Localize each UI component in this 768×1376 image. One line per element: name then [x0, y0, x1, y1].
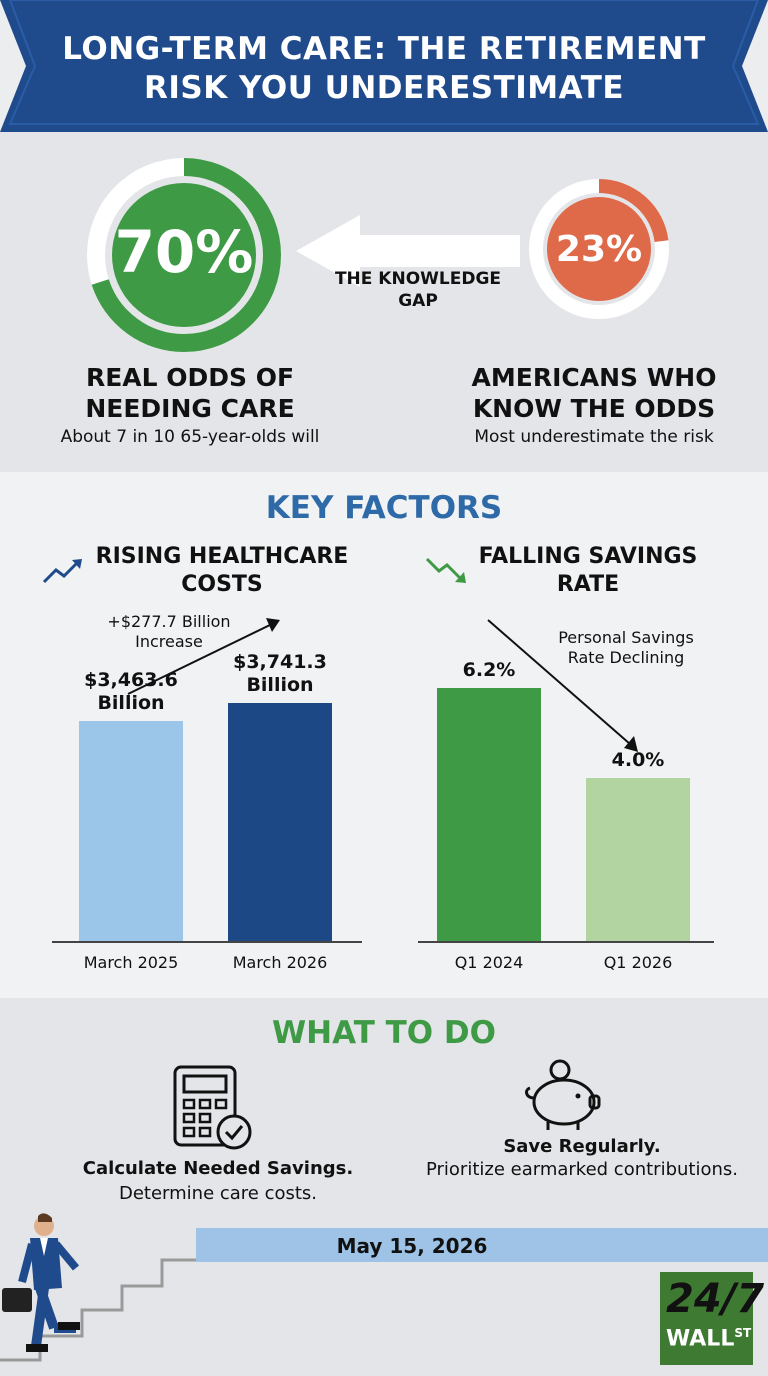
- logo-main-text: 24/7: [666, 1276, 765, 1322]
- trend-up-icon: [42, 559, 82, 584]
- save-sub: Prioritize earmarked contributions.: [425, 1159, 738, 1180]
- aware-heading: AMERICANS WHO KNOW THE ODDS: [471, 363, 717, 423]
- key-factors-title: KEY FACTORS: [265, 490, 503, 526]
- bar-march-2026: [228, 703, 332, 941]
- savings-heading: FALLING SAVINGS RATE: [478, 544, 698, 597]
- aware-ring: [529, 179, 669, 319]
- healthcare-axis: [52, 941, 362, 943]
- wall-st-logo: 24/7 WALLST: [660, 1272, 764, 1365]
- increase-arrow: [127, 618, 280, 695]
- trend-down-icon: [425, 557, 466, 583]
- healthcare-heading: RISING HEALTHCARE COSTS: [95, 544, 349, 597]
- calculate-heading: Calculate Needed Savings.: [82, 1158, 354, 1179]
- what-to-do-section: [0, 998, 768, 1376]
- bar-value-label: $3,741.3 Billion: [233, 651, 327, 696]
- aware-sub: Most underestimate the risk: [474, 427, 714, 447]
- category-label: March 2025: [83, 953, 179, 972]
- decline-arrow: [487, 619, 638, 752]
- real-odds-sub: About 7 in 10 65-year-olds will: [60, 427, 320, 447]
- date-banner: [196, 1228, 768, 1262]
- save-heading: Save Regularly.: [503, 1136, 661, 1157]
- bar-value-label: 4.0%: [611, 748, 665, 771]
- real-odds-ring: [87, 158, 281, 352]
- businessman-figure: [2, 1213, 80, 1352]
- knowledge-gap-label: THE KNOWLEDGE GAP: [334, 269, 502, 311]
- knowledge-gap-arrow: [296, 215, 520, 287]
- bar-value-label: $3,463.6 Billion: [84, 668, 178, 714]
- category-label: Q1 2026: [603, 953, 673, 972]
- page-title: LONG-TERM CARE: THE RETIREMENT RISK YOU …: [62, 31, 706, 106]
- category-label: March 2026: [232, 953, 328, 972]
- banner-shape: [0, 0, 768, 132]
- title-banner: LONG-TERM CARE: THE RETIREMENT RISK YOU …: [0, 0, 768, 132]
- logo-sub-text: WALLST: [666, 1326, 752, 1352]
- piggy-bank-icon: [525, 1059, 601, 1130]
- real-odds-value: 70%: [114, 218, 254, 286]
- bar-q1-2026: [586, 777, 690, 941]
- bar-march-2025: [79, 720, 183, 941]
- category-label: Q1 2024: [454, 953, 524, 972]
- savings-decline-note: Personal Savings Rate Declining: [558, 628, 694, 667]
- aware-value: 23%: [555, 229, 643, 270]
- staircase-illustration: [0, 1213, 198, 1362]
- real-odds-heading: REAL ODDS OF NEEDING CARE: [85, 363, 295, 423]
- bar-q1-2024: [437, 688, 541, 941]
- date-label: May 15, 2026: [336, 1234, 488, 1258]
- healthcare-increase-note: +$277.7 Billion Increase: [107, 612, 231, 651]
- savings-axis: [418, 941, 714, 943]
- calculator-icon: [173, 1065, 252, 1150]
- calculate-sub: Determine care costs.: [118, 1183, 318, 1204]
- what-to-do-title: WHAT TO DO: [271, 1015, 497, 1051]
- bar-value-label: 6.2%: [462, 659, 516, 681]
